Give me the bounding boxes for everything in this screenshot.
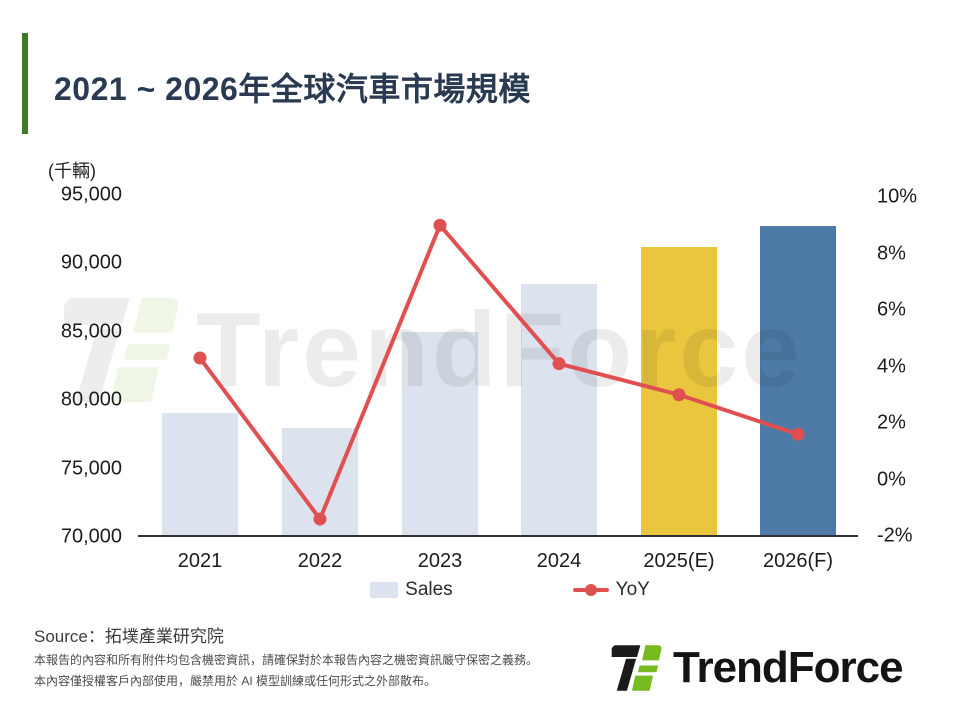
- sales-bar-2025(E): [641, 246, 717, 537]
- x-label-2023: 2023: [417, 550, 463, 572]
- sales-bar-2023: [402, 331, 478, 537]
- sales-bar-2021: [162, 412, 238, 537]
- left-axis-unit-label: (千輛): [48, 161, 96, 181]
- x-label-2021: 2021: [177, 550, 223, 572]
- disclaimer: 本報告的內容和所有附件均包含機密資訊，請確保對於本報告內容之機密資訊嚴守保密之義…: [34, 650, 538, 692]
- sales-bar-2022: [282, 427, 358, 537]
- trendforce-logo: TrendForce: [610, 642, 904, 694]
- source-line: Source：拓墣產業研究院: [34, 627, 224, 646]
- legend-label-sales: Sales: [405, 579, 453, 600]
- legend-item-yoy: YoY: [572, 579, 650, 601]
- x-label-2024: 2024: [536, 550, 582, 572]
- trendforce-logo-icon: [611, 645, 663, 691]
- x-axis-line: [138, 535, 858, 537]
- yoy-marker-icon: [572, 584, 609, 596]
- legend: Sales YoY: [30, 579, 960, 601]
- page-title: 2021 ~ 2026年全球汽車市場規模: [54, 71, 531, 107]
- trendforce-logo-text: TrendForce: [673, 643, 904, 692]
- x-label-2022: 2022: [297, 550, 343, 572]
- x-axis-labels: 2021 2022 2023 2024 2025(E) 2026(F): [0, 550, 960, 580]
- sales-swatch-icon: [370, 582, 399, 598]
- sales-bar-2026(F): [760, 226, 836, 537]
- sales-bar-2024: [521, 283, 597, 537]
- x-label-2025(E): 2025(E): [643, 550, 715, 572]
- disclaimer-line-1: 本報告的內容和所有附件均包含機密資訊，請確保對於本報告內容之機密資訊嚴守保密之義…: [34, 653, 539, 667]
- title-accent-bar: [22, 33, 28, 134]
- yoy-dot-icon: [584, 584, 597, 596]
- disclaimer-line-2: 本內容僅授權客戶內部使用，嚴禁用於 AI 模型訓練或任何形式之外部散布。: [34, 674, 437, 688]
- legend-label-yoy: YoY: [615, 579, 650, 600]
- legend-item-sales: Sales: [370, 579, 453, 601]
- x-label-2026(F): 2026(F): [762, 550, 834, 572]
